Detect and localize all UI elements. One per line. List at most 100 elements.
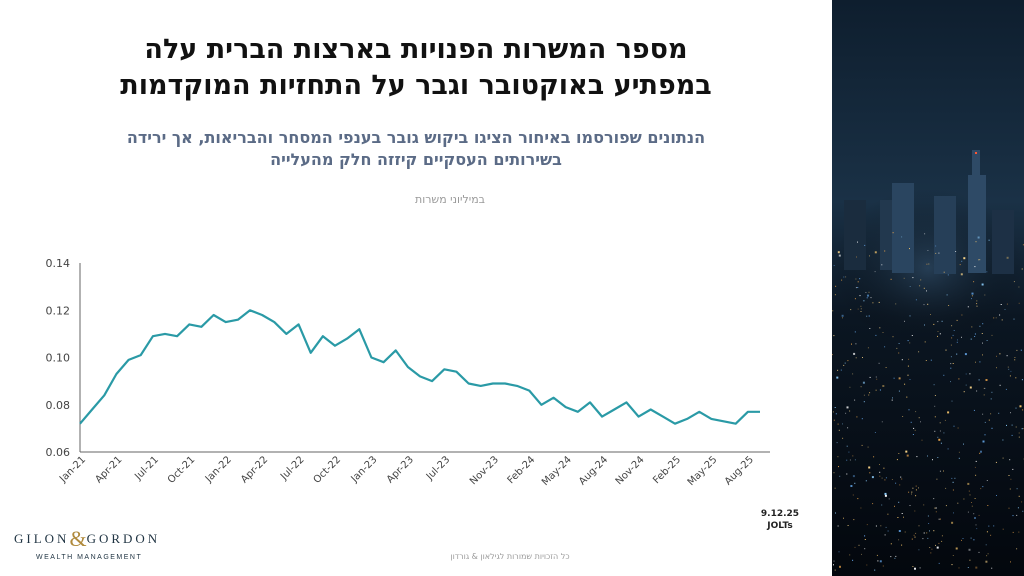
data-point — [334, 344, 336, 346]
y-tick-label: 0.06 — [46, 446, 71, 459]
data-point — [358, 328, 360, 330]
data-point — [710, 418, 712, 420]
y-tick-label: 0.12 — [46, 304, 71, 317]
data-point — [431, 380, 433, 382]
data-point — [528, 389, 530, 391]
data-point — [346, 337, 348, 339]
data-point — [285, 333, 287, 335]
data-point — [395, 349, 397, 351]
data-point — [140, 354, 142, 356]
data-point — [273, 321, 275, 323]
data-point — [467, 382, 469, 384]
data-point — [735, 422, 737, 424]
data-point — [382, 361, 384, 363]
data-point — [443, 368, 445, 370]
slide-main: מספר המשרות הפנויות בארצות הברית עלה במפ… — [14, 32, 820, 561]
data-point — [552, 396, 554, 398]
y-tick-label: 0.10 — [46, 352, 71, 365]
data-point — [625, 401, 627, 403]
x-tick-label: Aug-24 — [577, 454, 610, 487]
x-tick-label: Oct-21 — [166, 454, 198, 486]
company-logo: GILON&GORDON WEALTH MANAGEMENT — [14, 526, 164, 561]
data-point — [127, 359, 129, 361]
data-point — [212, 314, 214, 316]
city-night-photo — [832, 0, 1024, 576]
data-point — [492, 382, 494, 384]
subtitle-line-2: בשירותים העסקיים קיזזה חלק מהעלייה — [270, 150, 562, 169]
data-point — [747, 411, 749, 413]
x-tick-label: Jul-22 — [278, 454, 307, 483]
data-point — [322, 335, 324, 337]
x-tick-label: May-24 — [540, 454, 574, 488]
data-point — [261, 314, 263, 316]
data-point — [79, 422, 81, 424]
data-point — [759, 411, 761, 413]
data-point — [662, 415, 664, 417]
source-name: JOLTs — [767, 521, 793, 531]
series-line — [79, 309, 760, 425]
page-subtitle: הנתונים שפורסמו באיחור הציגו ביקוש גובר … — [40, 127, 792, 171]
x-tick-label: Feb-25 — [651, 454, 683, 486]
data-point — [310, 352, 312, 354]
title-line-2: במפתיע באוקטובר וגבר על התחזיות המוקדמות — [120, 70, 712, 101]
x-tick-label: Apr-23 — [385, 454, 416, 485]
x-tick-label: Jul-23 — [424, 454, 453, 483]
data-point — [480, 385, 482, 387]
x-tick-label: May-25 — [686, 454, 720, 488]
data-point — [637, 415, 639, 417]
data-point — [577, 411, 579, 413]
data-point — [200, 326, 202, 328]
data-point — [565, 406, 567, 408]
y-tick-label: 0.08 — [46, 399, 71, 412]
data-point — [650, 408, 652, 410]
page-title: מספר המשרות הפנויות בארצות הברית עלה במפ… — [40, 32, 792, 104]
x-tick-label: Jan-22 — [203, 454, 234, 485]
data-point — [176, 335, 178, 337]
data-point — [698, 411, 700, 413]
data-point — [686, 418, 688, 420]
logo-subtitle: WEALTH MANAGEMENT — [36, 554, 143, 561]
data-point — [516, 385, 518, 387]
x-tick-label: Apr-21 — [93, 454, 124, 485]
x-tick-label: Aug-25 — [723, 454, 756, 487]
title-line-1: מספר המשרות הפנויות בארצות הברית עלה — [144, 34, 688, 65]
data-point — [91, 408, 93, 410]
data-point — [674, 422, 676, 424]
source-note: 9.12.25 JOLTs — [740, 508, 820, 532]
x-tick-label: Jul-21 — [132, 454, 161, 483]
data-point — [419, 375, 421, 377]
x-tick-label: Jan-23 — [349, 454, 380, 485]
data-point — [455, 370, 457, 372]
unit-label: במיליוני משרות — [414, 193, 486, 206]
data-point — [103, 394, 105, 396]
data-point — [188, 323, 190, 325]
data-point — [504, 382, 506, 384]
data-point — [249, 309, 251, 311]
x-tick-label: Feb-24 — [506, 454, 538, 486]
y-tick-label: 0.14 — [46, 257, 71, 270]
city-lights — [832, 232, 1024, 571]
data-point — [589, 401, 591, 403]
x-tick-label: Apr-22 — [239, 454, 270, 485]
data-point — [407, 366, 409, 368]
x-tick-label: Nov-24 — [614, 454, 647, 487]
data-point — [722, 420, 724, 422]
data-point — [115, 373, 117, 375]
source-date: 9.12.25 — [760, 509, 800, 519]
data-point — [225, 321, 227, 323]
data-point — [297, 323, 299, 325]
logo-text-right: GORDON — [86, 531, 161, 546]
logo-ampersand: & — [69, 526, 87, 551]
data-point — [370, 356, 372, 358]
data-point — [237, 319, 239, 321]
subtitle-line-1: הנתונים שפורסמו באיחור הציגו ביקוש גובר … — [126, 128, 706, 147]
copyright-note: כל הזכויות שמורות לגילאון & גורדון — [450, 552, 570, 561]
data-point — [152, 335, 154, 337]
logo-text-left: GILON — [14, 531, 70, 546]
data-point — [540, 404, 542, 406]
x-tick-label: Oct-22 — [312, 454, 344, 486]
x-tick-label: Nov-23 — [468, 454, 501, 487]
data-point — [601, 415, 603, 417]
data-point — [613, 408, 615, 410]
